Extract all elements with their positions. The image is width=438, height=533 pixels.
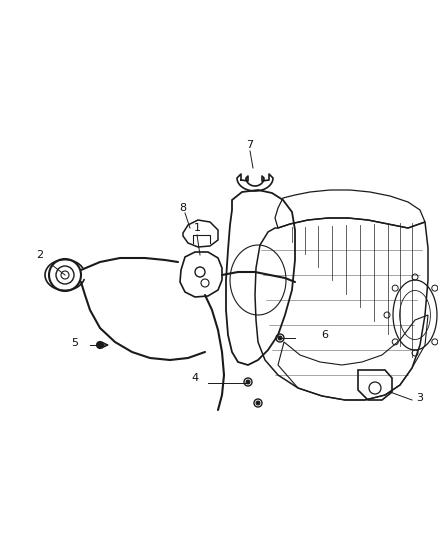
Text: 6: 6 <box>321 330 328 340</box>
Text: 4: 4 <box>191 373 198 383</box>
Text: 3: 3 <box>417 393 424 403</box>
Text: 5: 5 <box>71 338 78 348</box>
Circle shape <box>96 342 103 349</box>
Circle shape <box>256 401 260 405</box>
Circle shape <box>278 336 282 340</box>
Text: 1: 1 <box>194 223 201 233</box>
Text: 2: 2 <box>36 250 43 260</box>
Text: 8: 8 <box>180 203 187 213</box>
Text: 7: 7 <box>247 140 254 150</box>
Circle shape <box>246 380 250 384</box>
